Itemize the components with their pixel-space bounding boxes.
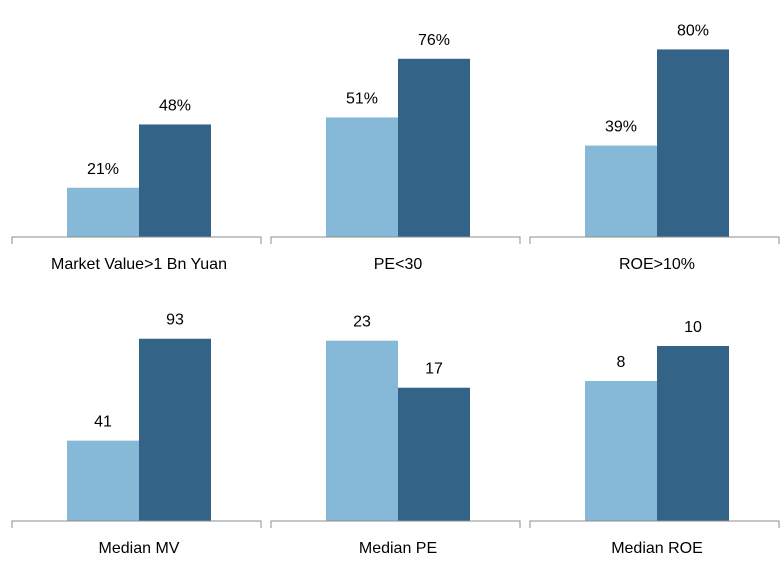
data-label: 93 — [166, 312, 184, 329]
category-label: Market Value>1 Bn Yuan — [51, 256, 227, 273]
chart-panel: 23 17 Median PE — [270, 314, 521, 557]
data-label: 23 — [353, 314, 371, 331]
x-axis-line — [11, 236, 262, 244]
data-label: 76% — [418, 32, 450, 49]
bar-dark — [139, 124, 211, 237]
chart-panel: 21% 48% Market Value>1 Bn Yuan — [11, 97, 262, 273]
bar-dark — [657, 346, 729, 521]
category-label: ROE>10% — [619, 256, 695, 273]
x-axis-line — [270, 520, 521, 528]
chart-panel: 8 10 Median ROE — [529, 319, 780, 557]
data-label: 41 — [94, 414, 112, 431]
category-label: Median ROE — [611, 540, 703, 557]
x-axis-line — [529, 236, 780, 244]
data-label: 21% — [87, 161, 119, 178]
data-label: 10 — [684, 319, 702, 336]
bar-light — [326, 117, 398, 237]
data-label: 17 — [425, 361, 443, 378]
chart-panel: 51% 76% PE<30 — [270, 32, 521, 273]
x-axis-line — [529, 520, 780, 528]
data-label: 39% — [605, 119, 637, 136]
category-label: PE<30 — [374, 256, 423, 273]
category-label: Median MV — [99, 540, 180, 557]
category-label: Median PE — [359, 540, 437, 557]
bar-dark — [139, 338, 211, 521]
data-label: 48% — [159, 97, 191, 114]
data-label: 80% — [677, 22, 709, 39]
bar-light — [326, 340, 398, 521]
chart-panel: 41 93 Median MV — [11, 312, 262, 557]
chart-panel: 39% 80% ROE>10% — [529, 22, 780, 273]
data-label: 8 — [617, 354, 626, 371]
x-axis-line — [11, 520, 262, 528]
x-axis-line — [270, 236, 521, 244]
bar-dark — [398, 387, 470, 521]
bar-light — [585, 145, 657, 237]
bar-dark — [657, 49, 729, 238]
bar-dark — [398, 58, 470, 237]
bar-light — [585, 381, 657, 521]
bar-light — [67, 187, 139, 237]
data-label: 51% — [346, 90, 378, 107]
bar-light — [67, 440, 139, 521]
